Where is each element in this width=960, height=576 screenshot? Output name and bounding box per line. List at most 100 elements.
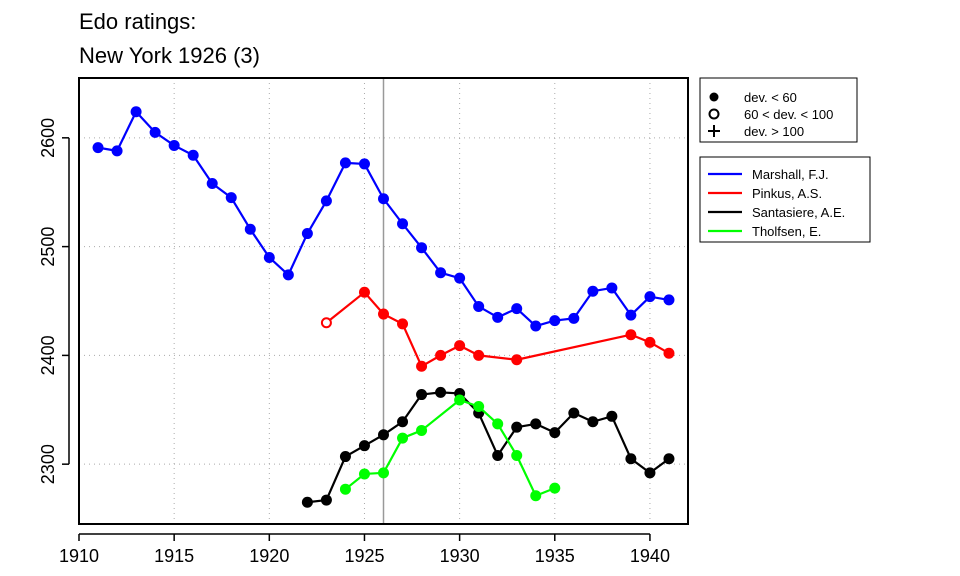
data-point <box>358 468 370 480</box>
data-point <box>511 449 523 461</box>
series-legend: Marshall, F.J. Pinkus, A.S. Santasiere, A.… <box>699 156 871 243</box>
x-tick-label: 1940 <box>630 546 670 566</box>
data-point <box>511 303 523 315</box>
data-point <box>378 193 389 205</box>
legend-label: Santasiere, A.E. <box>752 205 845 220</box>
x-tick-label: 1935 <box>535 546 575 566</box>
data-point <box>644 291 656 303</box>
data-point <box>130 106 142 118</box>
legend-label: Marshall, F.J. <box>752 167 829 182</box>
data-point <box>454 272 466 284</box>
data-point <box>549 482 561 494</box>
data-point <box>454 340 466 352</box>
series-1 <box>92 106 675 332</box>
data-point <box>339 451 351 463</box>
data-point <box>320 494 332 506</box>
data-point <box>644 336 656 348</box>
y-axis: 2300 2400 2500 2600 <box>38 118 70 484</box>
symbol-legend-label-3: dev. > 100 <box>744 124 804 139</box>
x-tick-label: 1910 <box>59 546 99 566</box>
legend-plus-icon <box>708 125 720 137</box>
data-point <box>358 158 370 170</box>
data-point <box>225 192 237 204</box>
data-point <box>92 142 104 154</box>
series-4 <box>339 394 561 502</box>
x-tick-label: 1915 <box>154 546 194 566</box>
data-point <box>549 315 561 327</box>
x-tick-label: 1930 <box>440 546 480 566</box>
legend-open-circle-icon <box>708 108 720 120</box>
series-3 <box>301 386 675 508</box>
data-point <box>530 320 542 332</box>
y-tick-label: 2600 <box>38 118 58 158</box>
data-point <box>511 421 523 433</box>
data-point <box>568 407 580 419</box>
series-layer <box>92 106 675 508</box>
data-point <box>473 300 485 312</box>
data-point <box>168 139 180 151</box>
series-line <box>325 291 670 368</box>
data-point <box>530 490 542 502</box>
data-point <box>397 218 409 230</box>
data-point <box>644 467 656 479</box>
data-point <box>492 449 504 461</box>
series-legend-box <box>699 156 871 243</box>
data-point <box>473 401 485 413</box>
data-point <box>549 427 561 439</box>
data-point <box>435 386 447 398</box>
data-point <box>492 418 504 430</box>
data-point <box>358 440 370 452</box>
symbol-legend-box <box>699 77 858 143</box>
data-point <box>473 349 485 361</box>
series-line <box>344 398 556 497</box>
data-point <box>606 282 618 294</box>
data-point <box>378 308 389 320</box>
plot-frame <box>78 77 689 525</box>
y-tick-label: 2300 <box>38 444 58 484</box>
series-2 <box>320 286 675 372</box>
data-point <box>492 311 504 323</box>
data-point <box>301 496 313 508</box>
chart-title-line-2: New York 1926 (3) <box>79 43 260 68</box>
data-point <box>282 269 294 281</box>
legend-filled-circle-icon <box>709 92 719 102</box>
data-point <box>111 145 123 157</box>
data-point <box>435 349 447 361</box>
data-point <box>187 149 199 161</box>
data-point <box>149 126 161 138</box>
data-point <box>663 453 675 465</box>
data-point <box>301 228 313 240</box>
x-tick-label: 1925 <box>344 546 384 566</box>
data-point <box>397 318 409 330</box>
data-point <box>454 394 466 406</box>
data-point <box>320 195 332 207</box>
data-point <box>625 309 637 321</box>
data-point-open <box>320 317 332 329</box>
data-point <box>416 242 428 254</box>
legend-label: Pinkus, A.S. <box>752 186 822 201</box>
legend-label: Tholfsen, E. <box>752 224 821 239</box>
data-point <box>244 223 256 235</box>
chart-title-line-1: Edo ratings: <box>79 9 196 34</box>
data-point <box>587 416 599 428</box>
data-point <box>511 354 523 366</box>
y-tick-label: 2500 <box>38 227 58 267</box>
x-tick-label: 1920 <box>249 546 289 566</box>
symbol-legend-label-1: dev. < 60 <box>744 90 797 105</box>
data-point <box>606 410 618 422</box>
data-point <box>416 360 428 372</box>
data-point <box>339 483 351 495</box>
data-point <box>435 267 447 279</box>
data-point <box>587 285 599 297</box>
data-point <box>206 178 218 190</box>
symbol-legend-label-2: 60 < dev. < 100 <box>744 107 833 122</box>
symbol-legend: dev. < 60 60 < dev. < 100 dev. > 100 <box>699 77 858 143</box>
data-point <box>378 429 389 441</box>
y-tick-label: 2400 <box>38 335 58 375</box>
data-point <box>416 389 428 401</box>
data-point <box>339 157 351 169</box>
x-axis: 1910 1915 1920 1925 1930 1935 1940 <box>59 533 670 566</box>
data-point <box>397 416 409 428</box>
data-point <box>263 251 275 263</box>
